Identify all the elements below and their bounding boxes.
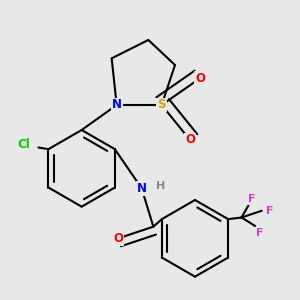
- Text: N: N: [112, 98, 122, 112]
- Text: O: O: [185, 134, 195, 146]
- Text: H: H: [156, 181, 166, 191]
- Text: F: F: [248, 194, 255, 204]
- Text: N: N: [137, 182, 147, 195]
- Text: O: O: [113, 232, 123, 245]
- Text: F: F: [256, 227, 264, 238]
- Text: O: O: [195, 72, 205, 85]
- Text: F: F: [266, 206, 274, 216]
- Text: Cl: Cl: [17, 138, 30, 151]
- Text: S: S: [158, 98, 166, 112]
